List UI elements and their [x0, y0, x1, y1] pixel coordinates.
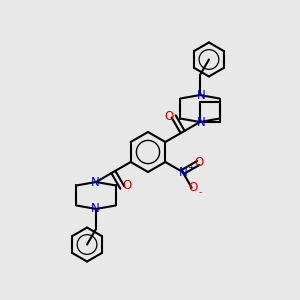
Text: N: N	[91, 202, 99, 215]
Text: O: O	[195, 157, 204, 169]
Text: N: N	[91, 176, 99, 188]
Text: -: -	[199, 188, 202, 197]
Text: O: O	[123, 179, 132, 192]
Text: O: O	[188, 181, 197, 194]
Text: N: N	[196, 88, 205, 102]
Text: N: N	[196, 116, 205, 128]
Text: +: +	[187, 163, 194, 172]
Text: N: N	[179, 166, 188, 178]
Text: O: O	[164, 110, 173, 123]
